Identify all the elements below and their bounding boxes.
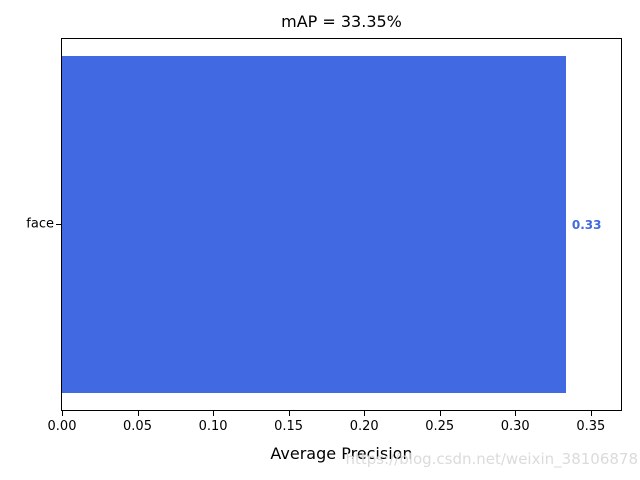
x-tick-label: 0.20 xyxy=(349,419,379,434)
x-tick-label: 0.25 xyxy=(425,419,455,434)
bar-value-label: 0.33 xyxy=(571,218,602,232)
x-tick-label: 0.00 xyxy=(47,419,77,434)
x-tick-mark xyxy=(515,411,517,416)
x-tick-mark xyxy=(364,411,366,416)
x-tick-mark xyxy=(288,411,290,416)
x-tick-mark xyxy=(62,411,63,416)
x-tick-label: 0.15 xyxy=(274,419,304,434)
x-tick-mark xyxy=(590,411,592,416)
x-axis-label: Average Precision xyxy=(270,444,413,463)
bar-face xyxy=(62,56,566,393)
y-tick-label-face: face xyxy=(26,216,54,232)
x-tick-label: 0.10 xyxy=(198,419,228,434)
x-tick-mark xyxy=(213,411,215,416)
chart-title: mAP = 33.35% xyxy=(281,12,402,31)
watermark: https://blog.csdn.net/weixin_38106878 xyxy=(345,450,638,468)
x-tick-mark xyxy=(439,411,441,416)
x-tick-label: 0.30 xyxy=(500,419,530,434)
x-tick-mark xyxy=(137,411,139,416)
plot-area: 0.33 xyxy=(61,38,622,411)
y-tick-mark xyxy=(56,224,61,225)
x-tick-label: 0.05 xyxy=(123,419,152,434)
x-tick-label: 0.35 xyxy=(576,419,606,434)
